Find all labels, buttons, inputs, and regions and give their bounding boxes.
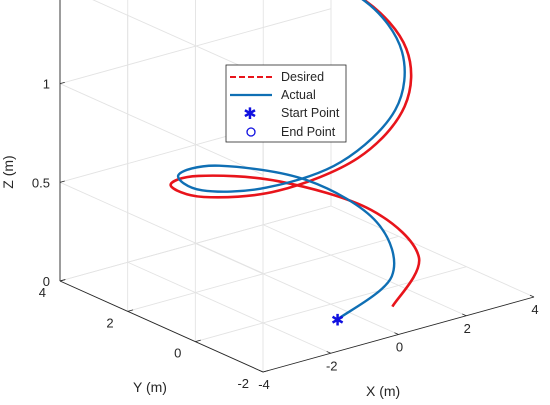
x-tick-label: 0 <box>396 340 403 355</box>
y-tick-label: 4 <box>39 285 46 300</box>
z-tick-mark <box>59 81 65 85</box>
axis-lines <box>59 0 535 373</box>
start-point-marker: ✱ <box>331 312 344 329</box>
z-axis-label: Z (m) <box>0 155 16 188</box>
y-tick-mark <box>127 309 134 312</box>
legend-actual-label: Actual <box>281 88 316 102</box>
x-tick-mark <box>326 351 331 354</box>
left-wall-grid-z <box>59 181 264 274</box>
x-tick-mark <box>529 294 535 298</box>
marker-layer: ✱ <box>331 312 344 329</box>
y-axis-label: Y (m) <box>133 379 167 395</box>
y-tick-label: 0 <box>174 346 181 361</box>
x-tick-label: 4 <box>531 302 538 317</box>
x-tick-mark <box>394 332 399 335</box>
legend-start-marker: ✱ <box>243 106 256 123</box>
z-tick-label: 0 <box>43 274 50 289</box>
y-tick-mark <box>195 339 201 343</box>
legend-end-marker <box>246 127 256 137</box>
x-tick-mark <box>258 369 264 373</box>
series-actual-line <box>176 0 406 321</box>
legend: Desired Actual ✱ Start Point End Point <box>225 64 347 143</box>
x-axis-label: X (m) <box>366 383 400 399</box>
z-tick-mark <box>59 180 65 183</box>
z-tick-label: 0.5 <box>32 175 50 190</box>
z-tick-mark <box>59 279 65 282</box>
y-tick-label: -2 <box>237 376 249 391</box>
legend-box <box>225 64 347 143</box>
floor-grid-x <box>127 261 331 354</box>
x-tick-label: -4 <box>258 377 270 392</box>
floor-grid-x <box>263 224 467 317</box>
legend-end-label: End Point <box>281 125 336 139</box>
series-layer <box>169 0 421 321</box>
y-axis-line <box>59 280 264 373</box>
x-tick-mark <box>462 313 467 317</box>
x-tick-label: -2 <box>326 358 338 373</box>
y-tick-label: 2 <box>106 315 113 330</box>
y-tick-mark <box>262 370 269 373</box>
left-wall-grid-z <box>92 0 264 77</box>
legend-start-label: Start Point <box>281 106 340 120</box>
floor-grid-y <box>195 266 467 343</box>
left-wall-grid-z <box>59 83 264 176</box>
floor-grid-x <box>330 205 535 298</box>
legend-desired-label: Desired <box>281 70 324 84</box>
x-tick-label: 2 <box>464 321 471 336</box>
z-tick-label: 1 <box>43 77 50 92</box>
